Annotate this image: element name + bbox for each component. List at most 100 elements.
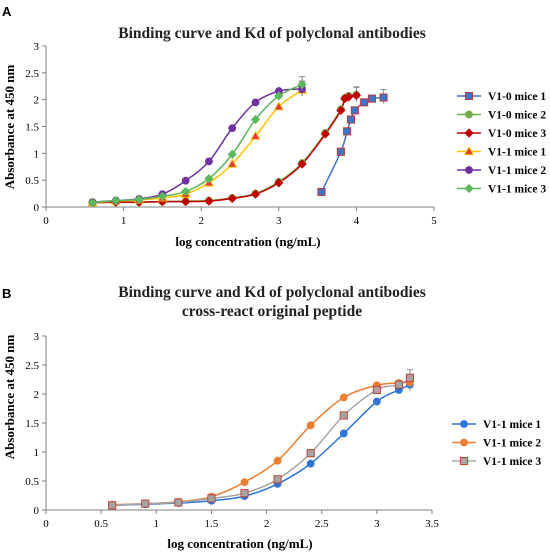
- x-tick-label: 4: [354, 215, 360, 227]
- data-point-s6-6: [204, 173, 214, 184]
- x-tick-label: 0.5: [94, 518, 108, 530]
- data-point-s3-10: [297, 159, 307, 169]
- data-point-s6-9: [274, 91, 284, 101]
- data-point-s3-9: [372, 385, 381, 394]
- chart-a-xlabel: log concentration (ng/mL): [175, 234, 320, 249]
- data-point-s3-5: [181, 197, 191, 207]
- data-point-s1-1: [317, 187, 326, 197]
- data-point-s4-8: [250, 130, 261, 140]
- y-tick-label: 1: [34, 148, 40, 160]
- legend-marker: [464, 146, 474, 156]
- series-line-2: [112, 381, 410, 506]
- data-point-s3-5: [240, 489, 249, 498]
- data-point-s5-7: [228, 124, 237, 133]
- data-point-s3-7: [227, 193, 237, 204]
- chart-a-title: Binding curve and Kd of polyclonal antib…: [118, 25, 426, 42]
- legend-label: V1-0 mice 2: [488, 110, 546, 122]
- data-point-s3-11: [320, 129, 330, 139]
- legend-marker: [464, 128, 474, 138]
- data-point-s6-1: [87, 198, 98, 208]
- data-point-s6-4: [157, 191, 167, 201]
- chart-b-plot: 0 0.5 1 1.5 2 2.5 3 0 0.5 1 1.5 2 2.5 3 3.5: [25, 331, 439, 530]
- legend-label: V1-0 mice 1: [488, 91, 546, 103]
- data-point-s6-3: [134, 194, 144, 205]
- data-point-s6-2: [111, 195, 121, 206]
- legend-label: V1-1 mice 2: [488, 165, 546, 177]
- data-point-s4-9: [273, 101, 284, 111]
- data-point-s3-6: [273, 475, 282, 484]
- x-tick-label: 0: [43, 215, 49, 227]
- chart-a-ylabel: Absorbance at 450 nm: [2, 65, 17, 190]
- data-point-s3-12: [336, 105, 346, 115]
- x-tick-label: 2: [264, 518, 270, 530]
- series-line-3: [92, 94, 357, 204]
- series-line-2: [92, 94, 357, 204]
- legend-label: V1-1 mice 1: [488, 147, 546, 159]
- x-tick-label: 3.5: [425, 518, 439, 530]
- legend-label: V1-1 mice 1: [483, 419, 541, 431]
- data-point-s1-2: [336, 147, 345, 156]
- legend-marker: [465, 166, 473, 174]
- panel-letter-b: B: [2, 286, 11, 301]
- data-point-s1-6: [360, 98, 369, 107]
- legend-item-4: V1-1 mice 1: [457, 146, 546, 159]
- data-point-s2-7: [306, 421, 315, 430]
- chart-b-title: Binding curve and Kd of polyclonal antib…: [118, 284, 426, 301]
- chart-b-legend: V1-1 mice 1 V1-1 mice 2 V1-1 mice 3: [452, 419, 541, 468]
- data-point-s3-6: [204, 196, 214, 206]
- chart-b-subtitle: cross-react original peptide: [182, 303, 362, 320]
- y-tick-label: 3: [34, 331, 40, 343]
- data-point-s3-8: [339, 411, 348, 420]
- x-tick-label: 0: [43, 518, 49, 530]
- y-tick-label: 3: [34, 41, 40, 53]
- legend-marker: [460, 438, 468, 447]
- panel-b: B Binding curve and Kd of polyclonal ant…: [2, 284, 541, 551]
- data-point-s3-2: [141, 499, 150, 508]
- data-point-s3-15: [351, 90, 361, 100]
- legend-label: V1-1 mice 3: [488, 184, 546, 196]
- legend-marker: [465, 110, 473, 119]
- chart-a-legend: V1-0 mice 1 V1-0 mice 2 V1-0 mice 3 V1-1 mi…: [457, 91, 546, 196]
- data-point-s5-5: [181, 176, 190, 185]
- data-point-s3-7: [306, 449, 315, 458]
- y-tick-label: 1.5: [25, 122, 39, 134]
- data-point-s3-14: [344, 92, 354, 102]
- data-point-s6-8: [250, 114, 261, 125]
- chart-b-xlabel: log concentration (ng/mL): [167, 536, 312, 551]
- data-point-s1-5: [350, 106, 359, 115]
- x-tick-label: 1: [121, 215, 127, 227]
- data-point-s1-8: [379, 93, 388, 102]
- data-point-s1-3: [343, 127, 352, 136]
- legend-label: V1-0 mice 3: [488, 128, 546, 140]
- x-tick-label: 3: [374, 518, 380, 530]
- legend-item-2: V1-0 mice 2: [457, 110, 546, 122]
- legend-item-1: V1-1 mice 1: [452, 419, 541, 431]
- legend-item-5: V1-1 mice 2: [457, 165, 546, 177]
- y-tick-label: 0: [34, 505, 40, 517]
- legend-label: V1-1 mice 2: [483, 438, 541, 450]
- data-point-s5-6: [205, 157, 213, 166]
- panel-a: A Binding curve and Kd of polyclonal ant…: [2, 4, 546, 249]
- y-tick-label: 2: [34, 389, 40, 401]
- x-tick-label: 5: [431, 215, 437, 227]
- data-point-s6-10: [297, 80, 307, 90]
- x-tick-label: 3: [276, 215, 282, 227]
- data-point-s5-8: [251, 98, 260, 107]
- legend-marker: [464, 91, 474, 101]
- y-tick-label: 0.5: [25, 476, 39, 488]
- data-point-s3-9: [274, 178, 284, 188]
- x-tick-label: 1.5: [205, 518, 219, 530]
- data-point-s6-7: [227, 149, 237, 160]
- legend-item-3: V1-1 mice 3: [452, 456, 541, 468]
- data-point-s1-9: [372, 397, 381, 406]
- y-tick-label: 1: [34, 447, 40, 459]
- x-tick-label: 2.5: [315, 518, 329, 530]
- data-point-s3-1: [108, 501, 117, 510]
- data-point-s1-7: [367, 94, 376, 103]
- y-tick-label: 2.5: [25, 360, 39, 372]
- data-point-s3-8: [250, 189, 261, 199]
- y-tick-label: 2: [34, 95, 40, 107]
- legend-marker: [464, 183, 474, 194]
- y-tick-label: 0: [34, 202, 40, 214]
